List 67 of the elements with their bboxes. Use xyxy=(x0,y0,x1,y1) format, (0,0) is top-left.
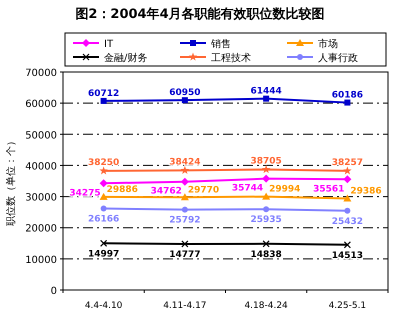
data-label: 60186 xyxy=(332,90,364,101)
y-tick-label: 40000 xyxy=(25,161,57,172)
point xyxy=(343,166,352,174)
data-label: 34275 xyxy=(69,188,101,198)
point xyxy=(263,96,270,102)
chart-title: 图2：2004年4月各职能有效职位数比较图 xyxy=(75,6,325,22)
point xyxy=(180,166,190,174)
data-label: 61444 xyxy=(250,86,282,97)
data-label: 38705 xyxy=(250,156,282,166)
point xyxy=(262,240,270,248)
point xyxy=(181,240,188,248)
legend-label: 销售 xyxy=(210,38,231,50)
data-label: 34762 xyxy=(150,186,182,197)
y-tick-label: 10000 xyxy=(25,254,57,266)
point xyxy=(344,208,350,214)
point xyxy=(262,192,270,200)
data-label: 14513 xyxy=(332,250,364,261)
data-label: 29994 xyxy=(269,184,300,195)
data-label: 60712 xyxy=(88,88,120,99)
data-label: 14838 xyxy=(250,250,282,260)
point xyxy=(99,166,108,175)
point xyxy=(100,240,108,247)
point xyxy=(100,98,107,104)
y-tick-label: 50000 xyxy=(25,130,57,142)
y-axis-title: 职位数（单位：个） xyxy=(5,136,17,226)
y-tick-label: 0 xyxy=(50,286,57,297)
data-label: 35561 xyxy=(313,184,344,194)
data-label: 60950 xyxy=(169,88,201,98)
x-tick-label: 4.4-4.10 xyxy=(84,301,123,311)
y-tick-label: 60000 xyxy=(25,99,57,110)
point xyxy=(343,175,352,184)
legend-label: 工程技术 xyxy=(211,52,251,64)
point xyxy=(343,194,352,202)
data-label: 35744 xyxy=(232,184,264,194)
point xyxy=(262,164,270,174)
x-tick-label: 4.11-4.17 xyxy=(163,301,207,311)
point xyxy=(100,192,108,200)
data-label: 38424 xyxy=(169,157,201,168)
legend-label: IT xyxy=(104,39,114,50)
point xyxy=(100,179,108,188)
y-tick-label: 70000 xyxy=(25,68,57,79)
point xyxy=(182,97,188,104)
point xyxy=(182,206,188,213)
y-tick-label: 30000 xyxy=(25,192,57,204)
data-label: 26166 xyxy=(88,214,120,225)
point xyxy=(344,100,350,106)
data-label: 29770 xyxy=(188,185,220,196)
data-label: 25432 xyxy=(332,216,364,227)
point xyxy=(263,206,270,212)
y-tick-label: 20000 xyxy=(25,224,57,235)
data-label: 14777 xyxy=(169,250,201,260)
legend-label: 金融/财务 xyxy=(104,52,148,64)
x-tick-label: 4.18-4.24 xyxy=(244,301,288,311)
point xyxy=(180,178,189,186)
point xyxy=(180,193,189,200)
legend-label: 市场 xyxy=(318,38,338,50)
data-label: 25792 xyxy=(169,216,201,226)
data-label: 29386 xyxy=(350,186,382,196)
point xyxy=(100,206,107,212)
point xyxy=(344,241,351,248)
data-label: 38257 xyxy=(332,158,364,168)
x-tick-label: 4.25-5.1 xyxy=(328,301,366,311)
point xyxy=(262,174,270,183)
legend-label: 人事行政 xyxy=(318,52,358,64)
data-label: 29886 xyxy=(106,184,138,195)
data-label: 14997 xyxy=(88,249,120,260)
data-label: 25935 xyxy=(250,215,282,226)
